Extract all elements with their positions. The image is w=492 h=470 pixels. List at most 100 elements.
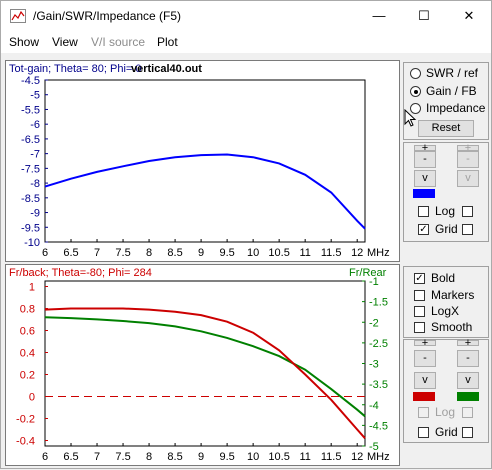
fb-left-tick-label: 0.2 [20, 370, 35, 382]
top-log-checkbox[interactable] [418, 206, 429, 217]
fb-plot-area [44, 280, 366, 447]
fr-rear-series-line [44, 316, 366, 418]
bottom-grid-right-checkbox[interactable] [462, 427, 473, 438]
fb-left-tick-label: -0.2 [16, 414, 35, 426]
fb-left-tick-label: 0.4 [20, 348, 35, 360]
fb-x-tick-label: 6.5 [63, 451, 78, 463]
fb-x-tick-label: 7.5 [115, 451, 130, 463]
fb-right-tick-label: -4 [369, 400, 379, 412]
bottom-log-checkbox[interactable] [418, 407, 429, 418]
gain-y-tick-label: -8.5 [21, 193, 40, 205]
right-series-color-swatch[interactable] [457, 392, 479, 401]
top-series-color-swatch[interactable] [413, 189, 435, 198]
top-log-label: Log [435, 204, 456, 218]
reset-button[interactable]: Reset [418, 120, 474, 137]
gain-x-tick-label: 11.5 [321, 247, 342, 259]
markers-checkbox[interactable] [414, 290, 425, 301]
gain-x-tick-label: 7.5 [115, 247, 130, 259]
top-left-v-button[interactable]: v [414, 170, 436, 187]
top-left-plus-button[interactable]: + [414, 143, 436, 154]
top-grid-right-checkbox[interactable] [462, 224, 473, 235]
bottom-grid-checkbox[interactable] [418, 427, 429, 438]
gain-y-tick-label: -6 [30, 119, 40, 131]
bottom-left-minus-button[interactable]: - [414, 350, 436, 367]
menu-plot[interactable]: Plot [157, 35, 178, 49]
gain-y-tick-label: -7.5 [21, 163, 40, 175]
gain-y-tick-label: -6.5 [21, 134, 40, 146]
left-series-color-swatch[interactable] [413, 392, 435, 401]
top-log-right-checkbox[interactable] [462, 206, 473, 217]
close-button[interactable]: ✕ [463, 8, 475, 23]
window-title: /Gain/SWR/Impedance (F5) [33, 9, 182, 23]
menu-show[interactable]: Show [9, 35, 40, 49]
gain-x-tick-label: 6.5 [63, 247, 78, 259]
maximize-button[interactable]: ☐ [418, 8, 430, 23]
gain-x-tick-label: 7 [94, 247, 100, 259]
gain-chart: -4.5 -5 -5.5 -6 -6.5 -7 -7.5 -8 -8.5 -9 -9.5 -106 6.… [21, 75, 390, 259]
fb-left-tick-label: 0.6 [20, 326, 35, 338]
gain-x-unit: MHz [367, 247, 390, 259]
gain-x-tick-label: 10 [247, 247, 259, 259]
menu-view[interactable]: View [52, 35, 78, 49]
top-grid-checkbox[interactable]: ✓ [418, 224, 429, 235]
fb-x-tick-label: 8.5 [167, 451, 182, 463]
fb-x-tick-label: 9.5 [219, 451, 234, 463]
fb-right-tick-label: -4.5 [369, 420, 388, 432]
gain-plot-title: Tot-gain; Theta= 80; Phi= 0 [9, 63, 142, 75]
fb-plot-title: Fr/back; Theta=-80; Phi= 284 [9, 267, 152, 279]
fr-rear-title: Fr/Rear [349, 267, 387, 279]
fb-left-tick-label: 0.8 [20, 304, 35, 316]
fb-x-tick-label: 7 [94, 451, 100, 463]
minimize-button[interactable]: — [372, 8, 386, 23]
radio-impedance[interactable] [410, 103, 421, 114]
bottom-log-right-checkbox[interactable] [462, 407, 473, 418]
fb-plot-panel [5, 264, 400, 466]
gain-y-tick-label: -9 [30, 208, 40, 220]
fb-right-tick-label: -2 [369, 317, 379, 329]
logx-checkbox[interactable] [414, 306, 425, 317]
fb-x-tick-label: 11.5 [321, 451, 342, 463]
bottom-left-v-button[interactable]: v [414, 372, 436, 389]
fb-x-tick-label: 11 [299, 451, 310, 463]
mouse-cursor-icon [404, 109, 417, 127]
top-right-plus-button[interactable]: + [457, 143, 479, 154]
top-right-v-button[interactable]: v [457, 170, 479, 187]
bold-checkbox[interactable]: ✓ [414, 273, 425, 284]
gain-y-tick-label: -10 [24, 237, 40, 249]
fr-back-series-line [44, 307, 366, 439]
top-left-minus-button[interactable]: - [414, 151, 436, 168]
gain-x-tick-label: 8.5 [167, 247, 182, 259]
gain-y-tick-label: -9.5 [21, 222, 40, 234]
bottom-left-plus-button[interactable]: + [414, 338, 436, 349]
gain-y-tick-label: -7 [30, 149, 40, 161]
top-grid-label: Grid [435, 222, 458, 236]
fb-left-tick-label: 0 [29, 392, 35, 404]
gain-series-line [44, 153, 366, 230]
app-chart-icon [10, 9, 26, 23]
menu-vi-source[interactable]: V/I source [91, 35, 146, 49]
fb-right-tick-label: -3.5 [369, 379, 388, 391]
fb-x-tick-label: 6 [42, 451, 48, 463]
bottom-right-plus-button[interactable]: + [457, 338, 479, 349]
top-right-minus-button[interactable]: - [457, 151, 479, 168]
fb-right-tick-label: -3 [369, 359, 379, 371]
bottom-right-v-button[interactable]: v [457, 372, 479, 389]
bottom-right-minus-button[interactable]: - [457, 350, 479, 367]
gain-x-tick-label: 9 [198, 247, 204, 259]
fb-right-tick-label: -1.5 [369, 297, 388, 309]
fb-x-tick-label: 10.5 [268, 451, 289, 463]
gain-x-tick-label: 8 [146, 247, 152, 259]
fb-x-tick-label: 12 [351, 451, 363, 463]
gain-y-tick-label: -4.5 [21, 75, 40, 87]
radio-swr[interactable] [410, 68, 421, 79]
smooth-checkbox[interactable] [414, 322, 425, 333]
gain-x-tick-label: 10.5 [268, 247, 289, 259]
radio-gain[interactable] [410, 86, 421, 97]
bottom-grid-label: Grid [435, 425, 458, 439]
fb-x-unit: MHz [367, 451, 390, 463]
radio-impedance-label: Impedance [426, 101, 486, 115]
logx-label: LogX [431, 304, 460, 318]
gain-x-tick-label: 9.5 [219, 247, 234, 259]
fb-chart: 1 0.8 0.6 0.4 0.2 0 -0.2 -0.4 -1 -1.5 -2 -2.5 -3 -3.5… [16, 276, 390, 463]
